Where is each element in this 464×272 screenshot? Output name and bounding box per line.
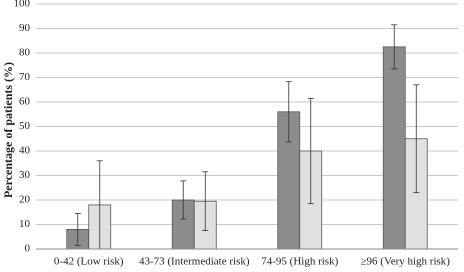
bar	[382, 46, 406, 250]
y-tick-label: 90	[19, 22, 31, 34]
x-tick-label: 74-95 (High risk)	[261, 256, 338, 268]
y-tick-label: 80	[19, 47, 31, 59]
y-tick-label: 20	[19, 194, 31, 206]
x-tick-label: 0-42 (Low risk)	[54, 256, 124, 268]
y-tick-label: 70	[19, 71, 31, 83]
y-tick-label: 50	[19, 120, 31, 132]
y-axis-label: Percentage of patients (%)	[1, 62, 15, 198]
x-tick-label: 43-73 (Intermediate risk)	[139, 256, 250, 268]
y-tick-label: 30	[19, 169, 31, 181]
y-tick-label: 10	[19, 218, 31, 230]
y-tick-label: 0	[25, 243, 31, 255]
y-tick-label: 100	[14, 0, 31, 10]
y-tick-label: 60	[19, 96, 31, 108]
x-tick-label: ≥96 (Very high risk)	[361, 256, 451, 268]
y-tick-label: 40	[19, 145, 31, 157]
